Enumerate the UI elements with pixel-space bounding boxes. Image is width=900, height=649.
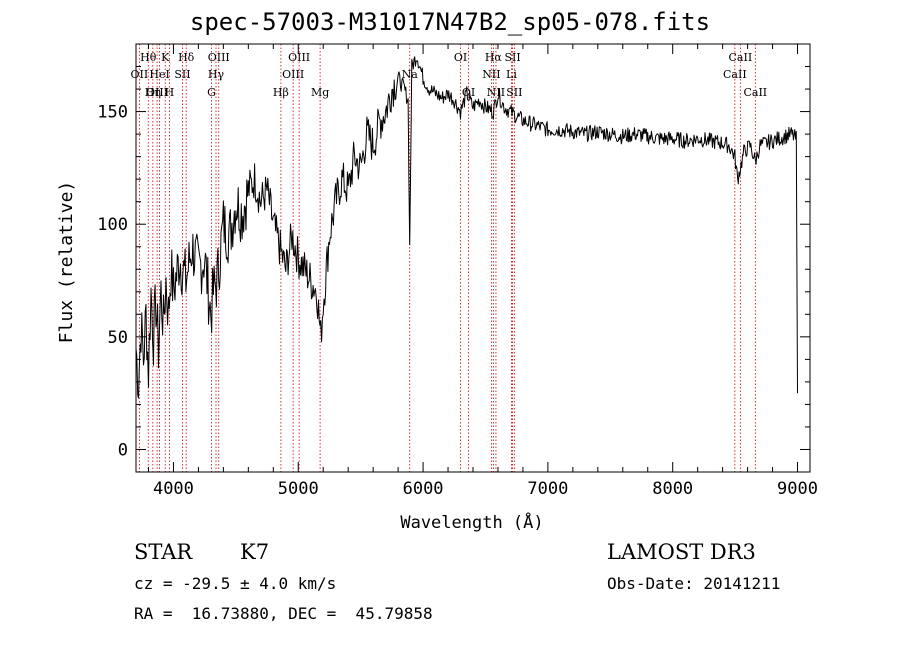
y-tick-label: 50 — [108, 328, 128, 348]
redshift-velocity: cz = -29.5 ± 4.0 km/s — [134, 574, 337, 593]
x-axis-label: Wavelength (Å) — [400, 511, 543, 533]
line-label: HeI — [149, 68, 169, 81]
line-label: K — [161, 51, 170, 64]
object-class: STAR — [134, 540, 193, 564]
line-label: OIII — [208, 51, 230, 64]
line-label: SII — [174, 68, 190, 81]
x-tick-label: 6000 — [403, 479, 444, 499]
line-label: H — [165, 86, 175, 99]
line-label: CaII — [743, 86, 767, 99]
line-label: NII — [487, 86, 505, 99]
line-label: Hγ — [208, 68, 225, 81]
line-label: Hβ — [273, 86, 289, 99]
line-label: Li — [506, 68, 517, 81]
line-label: OI — [454, 51, 467, 64]
axes: 4000 5000 6000 7000 8000 9000 0 50 100 150 — [97, 43, 818, 499]
x-tick-label: 8000 — [652, 479, 693, 499]
x-tick-label: 7000 — [527, 479, 568, 499]
x-tick-label: 5000 — [278, 479, 319, 499]
line-label: G — [207, 86, 216, 99]
line-label: Hη — [145, 86, 161, 99]
line-label: Na — [402, 68, 419, 81]
line-label: OIII — [288, 51, 310, 64]
line-label: SII — [506, 86, 522, 99]
y-axis-label: Flux (relative) — [56, 181, 77, 344]
line-label: OI — [462, 86, 475, 99]
line-label: Mg — [311, 86, 329, 99]
line-label: Hδ — [178, 51, 195, 64]
line-label: NII — [482, 68, 500, 81]
line-label: OIII — [282, 68, 304, 81]
line-label: CaII — [729, 51, 753, 64]
x-tick-label: 4000 — [153, 479, 194, 499]
y-tick-label: 100 — [97, 215, 128, 235]
line-label: OII — [131, 68, 149, 81]
survey-name: LAMOST DR3 — [607, 540, 756, 564]
line-label: CaII — [723, 68, 747, 81]
y-tick-label: 150 — [97, 103, 128, 123]
line-markers — [138, 44, 756, 472]
chart-title: spec-57003-M31017N47B2_sp05-078.fits — [189, 8, 711, 36]
spectrum-line — [135, 56, 798, 399]
y-tick-label: 0 — [118, 440, 128, 460]
line-label: Hα — [485, 51, 503, 64]
line-label: SII — [504, 51, 520, 64]
spectral-subclass: K7 — [240, 540, 270, 564]
line-label: Hθ — [140, 51, 157, 64]
observation-date: Obs-Date: 20141211 — [607, 574, 781, 593]
line-labels: Hθ OII OIII K HeI Hη SII H Hδ OIII Hγ G OIII OIII Hβ Mg… — [131, 51, 768, 99]
sky-coordinates: RA = 16.73880, DEC = 45.79858 — [134, 604, 433, 623]
line-label: OIII — [146, 86, 168, 99]
x-tick-label: 9000 — [777, 479, 818, 499]
